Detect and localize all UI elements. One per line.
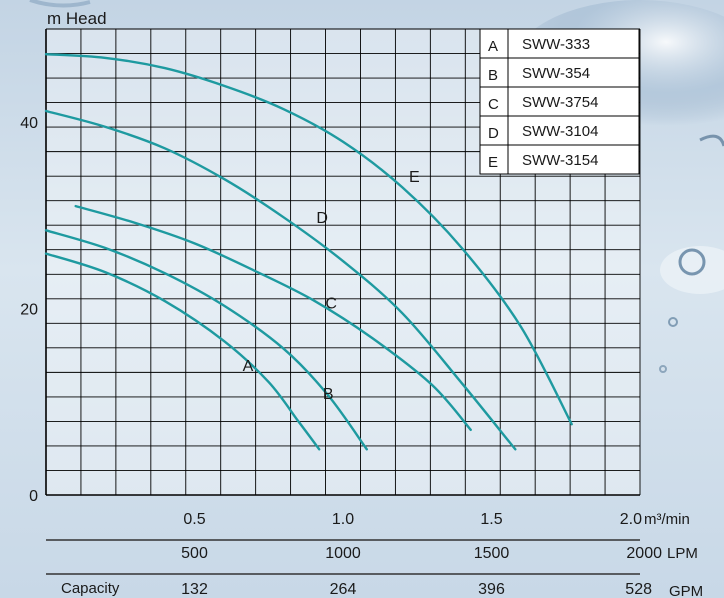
y-axis-title: m Head xyxy=(47,9,107,28)
chart-axes xyxy=(45,29,640,496)
legend-model-name: SWW-333 xyxy=(522,36,590,53)
capacity-label: Capacity xyxy=(61,580,120,597)
series-line-e xyxy=(44,53,573,426)
x-tick-label: 1.0 xyxy=(332,511,354,528)
legend-letter: B xyxy=(488,67,498,84)
series-letter-labels: A B C D E xyxy=(243,169,420,403)
y-tick-label: 0 xyxy=(29,488,38,505)
series-line-b xyxy=(44,229,368,451)
x-tick-labels: 0.5 1.0 1.5 2.0 xyxy=(183,511,642,528)
gpm-axis-unit: GPM xyxy=(669,583,703,598)
series-letter-e: E xyxy=(409,169,420,186)
x-tick-label: 1.5 xyxy=(480,511,502,528)
legend-letter: C xyxy=(488,96,499,113)
legend-letter: A xyxy=(488,38,498,55)
legend-model-name: SWW-3754 xyxy=(522,94,598,111)
chart-series xyxy=(44,53,573,451)
y-tick-label: 20 xyxy=(20,302,38,319)
legend: A SWW-333 B SWW-354 C SWW-3754 D SWW-3104 E SWW-3… xyxy=(479,28,640,175)
legend-letter: E xyxy=(488,154,498,171)
series-line-c xyxy=(74,204,472,431)
lpm-tick-labels: 500 1000 1500 2000 xyxy=(181,545,662,562)
series-line-a xyxy=(44,252,321,451)
lpm-tick-label: 2000 xyxy=(626,545,662,562)
lpm-axis-unit: LPM xyxy=(667,545,698,562)
legend-model-name: SWW-3154 xyxy=(522,152,598,169)
series-line-d xyxy=(44,109,517,451)
legend-box xyxy=(479,28,640,175)
legend-model-name: SWW-354 xyxy=(522,65,590,82)
legend-model-name: SWW-3104 xyxy=(522,123,598,140)
gpm-tick-label: 132 xyxy=(181,581,208,598)
gpm-tick-label: 264 xyxy=(330,581,357,598)
gpm-tick-label: 396 xyxy=(478,581,505,598)
legend-letter: D xyxy=(488,125,499,142)
lpm-tick-label: 500 xyxy=(181,545,208,562)
y-tick-labels: 0 20 40 xyxy=(20,115,38,505)
x-tick-label: 2.0 xyxy=(620,511,642,528)
x-tick-label: 0.5 xyxy=(183,511,205,528)
gpm-tick-labels: 132 264 396 528 xyxy=(181,581,652,598)
y-tick-label: 40 xyxy=(20,115,38,132)
series-letter-a: A xyxy=(243,358,254,375)
gpm-tick-label: 528 xyxy=(625,581,652,598)
series-letter-c: C xyxy=(325,296,337,313)
x-axis-unit: m³/min xyxy=(644,511,690,528)
series-letter-b: B xyxy=(323,386,334,403)
lpm-tick-label: 1000 xyxy=(325,545,361,562)
lpm-tick-label: 1500 xyxy=(474,545,510,562)
series-letter-d: D xyxy=(316,210,328,227)
